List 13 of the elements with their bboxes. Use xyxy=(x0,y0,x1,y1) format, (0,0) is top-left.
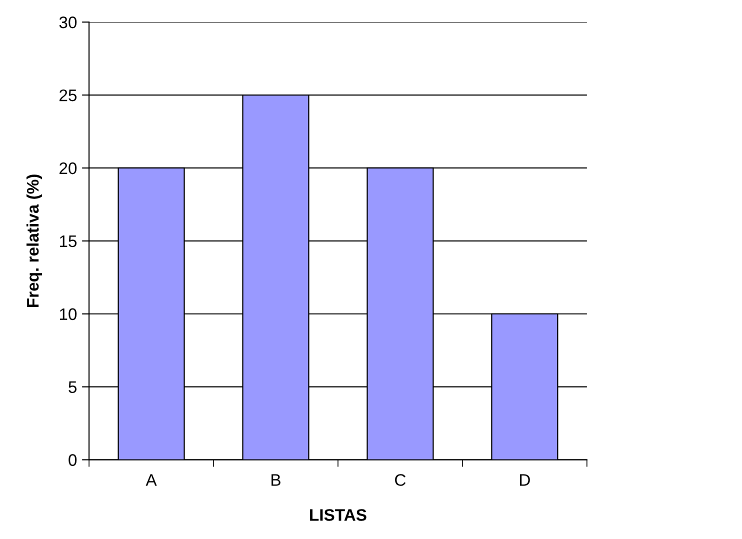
x-tick-label: C xyxy=(395,474,406,486)
x-axis-title: LISTAS xyxy=(310,509,366,521)
x-tick-label: A xyxy=(146,474,157,486)
y-tick-label: 0 xyxy=(68,454,77,466)
y-tick-label: 10 xyxy=(60,308,77,320)
x-tick-label: D xyxy=(520,474,530,486)
y-tick-label: 25 xyxy=(60,89,77,102)
x-tick-label: B xyxy=(272,474,280,486)
y-tick-label: 30 xyxy=(59,16,77,28)
y-tick-label: 5 xyxy=(68,381,77,394)
y-axis-title: Freq. relativa (%) xyxy=(26,174,42,307)
y-tick-label: 15 xyxy=(60,236,77,248)
y-tick-label: 20 xyxy=(60,162,77,174)
